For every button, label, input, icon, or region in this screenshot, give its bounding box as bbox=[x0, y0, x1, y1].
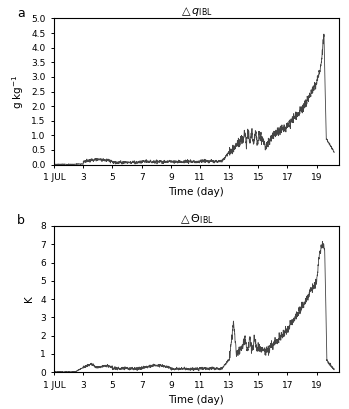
Y-axis label: K: K bbox=[24, 296, 35, 303]
Text: a: a bbox=[17, 7, 25, 20]
Y-axis label: g kg$^{-1}$: g kg$^{-1}$ bbox=[10, 74, 26, 109]
Text: b: b bbox=[17, 214, 25, 227]
X-axis label: Time (day): Time (day) bbox=[169, 395, 224, 405]
Title: $\triangle \Theta_{\mathrm{IBL}}$: $\triangle \Theta_{\mathrm{IBL}}$ bbox=[178, 212, 214, 226]
Title: $\triangle q_{\mathrm{IBL}}$: $\triangle q_{\mathrm{IBL}}$ bbox=[179, 5, 213, 18]
X-axis label: Time (day): Time (day) bbox=[169, 187, 224, 198]
